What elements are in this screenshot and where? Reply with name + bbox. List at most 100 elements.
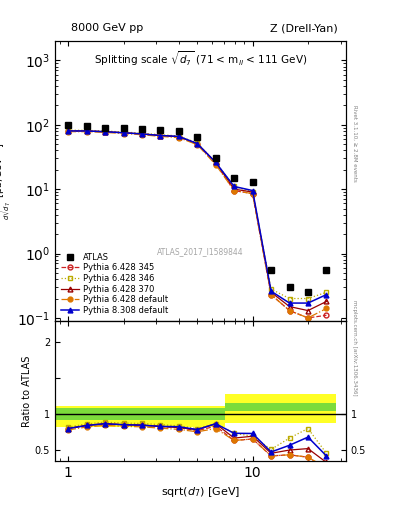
Pythia 8.308 default (66, 128, 70, 134)
Pythia 6.428 370 (287, 304, 292, 310)
Pythia 6.428 345 (140, 131, 144, 137)
Legend: ATLAS, Pythia 6.428 345, Pythia 6.428 346, Pythia 6.428 370, Pythia 6.428 defaul: ATLAS, Pythia 6.428 345, Pythia 6.428 34… (59, 251, 169, 317)
Pythia 6.428 345 (287, 308, 292, 314)
Pythia 6.428 345 (324, 312, 329, 318)
Pythia 8.308 default (102, 129, 107, 135)
Pythia 6.428 346 (306, 295, 310, 302)
Pythia 6.428 345 (306, 315, 310, 321)
ATLAS (306, 289, 310, 295)
Pythia 6.428 346 (213, 159, 218, 165)
ATLAS (84, 123, 89, 129)
Pythia 6.428 345 (195, 141, 200, 147)
Pythia 6.428 345 (158, 133, 163, 139)
Pythia 8.308 default (158, 133, 163, 139)
Pythia 6.428 346 (176, 133, 181, 139)
Pythia 6.428 default (306, 315, 310, 321)
Pythia 6.428 345 (232, 187, 237, 194)
Pythia 6.428 370 (102, 129, 107, 135)
Line: Pythia 6.428 default: Pythia 6.428 default (66, 129, 329, 321)
Pythia 6.428 346 (121, 129, 126, 135)
Pythia 6.428 default (140, 132, 144, 138)
Pythia 8.308 default (324, 291, 329, 297)
Pythia 6.428 default (269, 291, 274, 297)
Pythia 6.428 345 (121, 130, 126, 136)
Pythia 6.428 345 (84, 128, 89, 134)
Pythia 6.428 370 (306, 308, 310, 314)
Pythia 6.428 default (195, 142, 200, 148)
ATLAS (176, 128, 181, 134)
Pythia 6.428 346 (250, 189, 255, 195)
Pythia 8.308 default (213, 159, 218, 165)
Line: Pythia 8.308 default: Pythia 8.308 default (66, 129, 329, 306)
Pythia 6.428 default (213, 162, 218, 168)
ATLAS (121, 125, 126, 132)
Pythia 6.428 346 (102, 128, 107, 134)
Pythia 6.428 default (232, 187, 237, 194)
Text: Rivet 3.1.10, ≥ 2.8M events: Rivet 3.1.10, ≥ 2.8M events (352, 105, 357, 182)
ATLAS (324, 267, 329, 273)
Pythia 6.428 default (84, 129, 89, 135)
Text: ATLAS_2017_I1589844: ATLAS_2017_I1589844 (157, 247, 244, 257)
Text: mcplots.cern.ch [arXiv:1306.3436]: mcplots.cern.ch [arXiv:1306.3436] (352, 301, 357, 396)
Pythia 6.428 default (250, 190, 255, 197)
ATLAS (250, 179, 255, 185)
ATLAS (66, 122, 70, 128)
Y-axis label: $\frac{d\sigma}{d\sqrt{d_7}}$ [pb,GeV$^{-1}$]: $\frac{d\sigma}{d\sqrt{d_7}}$ [pb,GeV$^{… (0, 142, 14, 220)
Pythia 6.428 346 (232, 183, 237, 189)
Y-axis label: Ratio to ATLAS: Ratio to ATLAS (22, 355, 32, 426)
Pythia 6.428 345 (213, 160, 218, 166)
Pythia 6.428 default (121, 131, 126, 137)
Text: 8000 GeV pp: 8000 GeV pp (71, 23, 143, 33)
ATLAS (287, 284, 292, 290)
Pythia 6.428 default (66, 129, 70, 135)
Pythia 8.308 default (195, 140, 200, 146)
Pythia 6.428 370 (213, 159, 218, 165)
ATLAS (140, 126, 144, 132)
Pythia 6.428 346 (195, 140, 200, 146)
Pythia 8.308 default (84, 128, 89, 134)
Pythia 6.428 370 (232, 186, 237, 192)
Pythia 6.428 370 (121, 130, 126, 136)
Pythia 6.428 346 (287, 295, 292, 302)
Pythia 6.428 default (287, 308, 292, 314)
Pythia 8.308 default (232, 183, 237, 189)
Pythia 6.428 345 (66, 128, 70, 134)
Pythia 6.428 346 (269, 286, 274, 292)
Pythia 6.428 345 (102, 129, 107, 135)
Pythia 6.428 370 (269, 289, 274, 295)
X-axis label: sqrt($d_7$) [GeV]: sqrt($d_7$) [GeV] (161, 485, 240, 499)
ATLAS (269, 267, 274, 273)
Pythia 6.428 345 (176, 134, 181, 140)
Pythia 8.308 default (250, 187, 255, 194)
Pythia 8.308 default (287, 300, 292, 306)
Pythia 6.428 345 (250, 190, 255, 197)
ATLAS (213, 155, 218, 161)
Pythia 6.428 370 (195, 140, 200, 146)
ATLAS (158, 127, 163, 133)
Pythia 6.428 346 (158, 132, 163, 138)
Line: Pythia 6.428 370: Pythia 6.428 370 (66, 129, 329, 313)
Pythia 6.428 370 (324, 298, 329, 305)
Text: Splitting scale $\sqrt{d_7}$ (71 < m$_{ll}$ < 111 GeV): Splitting scale $\sqrt{d_7}$ (71 < m$_{l… (94, 49, 307, 68)
Pythia 6.428 370 (250, 189, 255, 195)
Pythia 6.428 370 (176, 134, 181, 140)
Pythia 6.428 370 (84, 128, 89, 134)
Pythia 6.428 370 (140, 131, 144, 137)
Pythia 6.428 default (324, 306, 329, 312)
Pythia 6.428 370 (66, 128, 70, 134)
Line: Pythia 6.428 345: Pythia 6.428 345 (66, 129, 329, 321)
Pythia 8.308 default (269, 288, 274, 294)
Pythia 6.428 default (176, 135, 181, 141)
Pythia 8.308 default (121, 130, 126, 136)
Line: Pythia 6.428 346: Pythia 6.428 346 (66, 128, 329, 301)
Pythia 6.428 346 (84, 127, 89, 133)
Pythia 8.308 default (306, 300, 310, 306)
Pythia 6.428 346 (140, 130, 144, 136)
Pythia 6.428 default (102, 130, 107, 136)
Pythia 8.308 default (140, 131, 144, 137)
ATLAS (102, 124, 107, 131)
ATLAS (195, 134, 200, 140)
Text: Z (Drell-Yan): Z (Drell-Yan) (270, 23, 338, 33)
Pythia 6.428 346 (324, 289, 329, 295)
Pythia 6.428 370 (158, 133, 163, 139)
